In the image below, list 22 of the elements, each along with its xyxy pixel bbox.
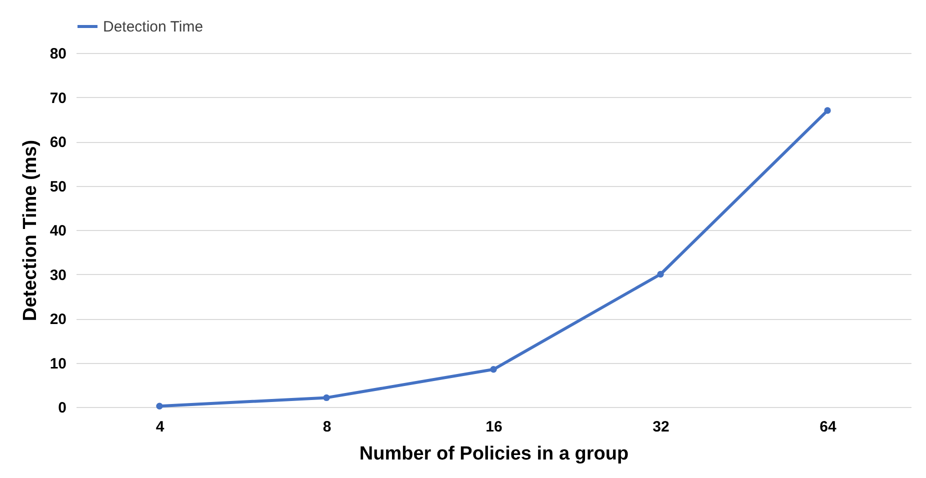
point bbox=[323, 394, 330, 402]
y-axis-title: Detection Time (ms) bbox=[20, 140, 41, 322]
x-tick-label: 32 bbox=[652, 418, 670, 436]
point bbox=[657, 270, 664, 278]
x-tick-label: 64 bbox=[820, 418, 837, 436]
x-tick-label: 4 bbox=[156, 418, 165, 436]
y-tick-label: 20 bbox=[50, 311, 66, 328]
x-tick-label: 16 bbox=[486, 418, 502, 436]
x-tick-label: 8 bbox=[322, 418, 332, 436]
y-tick-label: 80 bbox=[50, 46, 66, 62]
point bbox=[156, 402, 163, 410]
y-tick-label: 70 bbox=[50, 90, 66, 107]
legend-label: Detection Time bbox=[103, 18, 204, 36]
y-tick-label: 60 bbox=[50, 134, 66, 151]
point bbox=[490, 366, 497, 373]
y-tick-label: 50 bbox=[50, 178, 66, 196]
y-tick-label: 10 bbox=[50, 355, 66, 372]
y-tick-label: 0 bbox=[58, 400, 66, 416]
x-axis-title: Number of Policies in a group bbox=[359, 444, 629, 464]
y-tick-label: 40 bbox=[50, 222, 66, 240]
y-tick-label: 30 bbox=[50, 266, 66, 284]
point bbox=[824, 107, 831, 114]
